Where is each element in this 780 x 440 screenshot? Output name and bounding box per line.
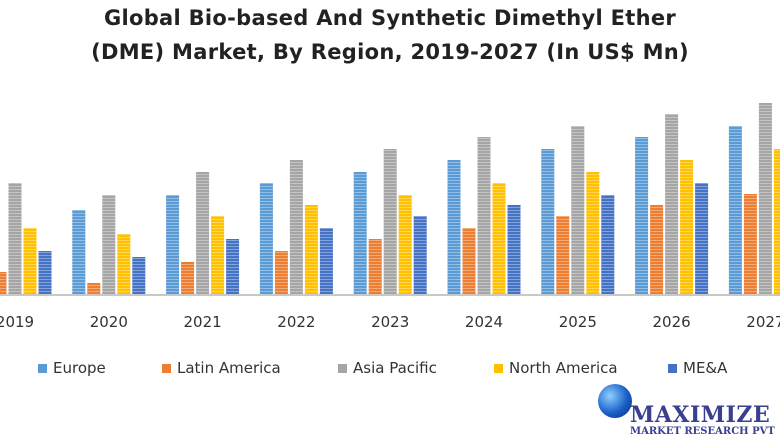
bar-texture (72, 210, 86, 295)
bar-texture (413, 216, 427, 295)
x-tick-label: 2027 (746, 313, 780, 331)
x-tick-label: 2021 (184, 313, 222, 331)
globe-icon (598, 384, 632, 418)
legend-swatch (162, 363, 171, 373)
x-tick-label: 2019 (0, 313, 34, 331)
bar-texture (398, 195, 412, 295)
bar-texture (181, 262, 195, 295)
x-tick-label: 2020 (90, 313, 128, 331)
bar-texture (758, 103, 772, 295)
legend-label: Asia Pacific (353, 359, 437, 377)
bar-texture (462, 228, 476, 295)
bar-texture (166, 195, 180, 295)
logo-text-main: MAXIMIZE (630, 402, 771, 428)
bar-texture (211, 216, 225, 295)
bar-texture (38, 251, 52, 295)
legend-label: Europe (53, 359, 106, 377)
bar-texture (23, 228, 37, 295)
bar-texture (695, 183, 709, 295)
x-tick-label: 2024 (465, 313, 503, 331)
bar-texture (477, 137, 491, 295)
bar-texture (0, 272, 7, 295)
bar-texture (650, 205, 664, 295)
bar-texture (556, 216, 570, 295)
bar-texture (87, 283, 101, 295)
legend-label: Latin America (177, 359, 281, 377)
x-tick-label: 2025 (559, 313, 597, 331)
bar-texture (319, 228, 333, 295)
bar-texture (728, 126, 742, 295)
bar-texture (507, 205, 521, 295)
bar-texture (680, 160, 694, 295)
x-tick-label: 2026 (653, 313, 691, 331)
bar-texture (541, 149, 555, 295)
chart-title-line2: (DME) Market, By Region, 2019-2027 (In U… (91, 40, 689, 64)
chart-title-line1: Global Bio-based And Synthetic Dimethyl … (103, 6, 677, 30)
bar-texture (586, 172, 600, 295)
x-tick-label: 2023 (371, 313, 409, 331)
bar-texture (196, 172, 210, 295)
legend-item: North America (494, 359, 618, 377)
x-tick-label: 2022 (277, 313, 315, 331)
logo-text-sub: MARKET RESEARCH PVT (630, 426, 775, 437)
bar-texture (117, 234, 131, 295)
company-logo: MAXIMIZE MARKET RESEARCH PVT (590, 382, 780, 440)
bar-texture (665, 114, 679, 295)
bar-texture (259, 183, 273, 295)
legend-swatch (338, 363, 347, 373)
legend-item: Asia Pacific (338, 359, 437, 377)
bar-texture (571, 126, 585, 295)
bar-texture (601, 195, 615, 295)
bar-chart: 2019 2020 2021 2022 2023 2024 2025 2026 2027 (0, 103, 780, 331)
bar-texture (274, 251, 288, 295)
bar-texture (492, 183, 506, 295)
bar-texture (383, 149, 397, 295)
chart-legend: Europe Latin America Asia Pacific North Ame… (0, 359, 780, 379)
legend-swatch (38, 363, 47, 373)
bar-texture (132, 257, 146, 295)
bar-texture (743, 194, 757, 295)
bar-texture (304, 205, 318, 295)
bar-texture (635, 137, 649, 295)
bar-texture (8, 183, 22, 295)
legend-item: Latin America (162, 359, 281, 377)
legend-item: Europe (38, 359, 106, 377)
bar-texture (102, 195, 116, 295)
bar-texture (447, 160, 461, 295)
bar-texture (773, 149, 780, 295)
bar-texture (289, 160, 303, 295)
bar-texture (353, 172, 367, 295)
bar-texture (226, 239, 240, 295)
legend-label: ME&A (683, 359, 728, 377)
bar-texture (368, 239, 382, 295)
legend-swatch (494, 363, 503, 373)
legend-label: North America (509, 359, 618, 377)
legend-item: ME&A (668, 359, 727, 377)
legend-swatch (668, 363, 677, 373)
